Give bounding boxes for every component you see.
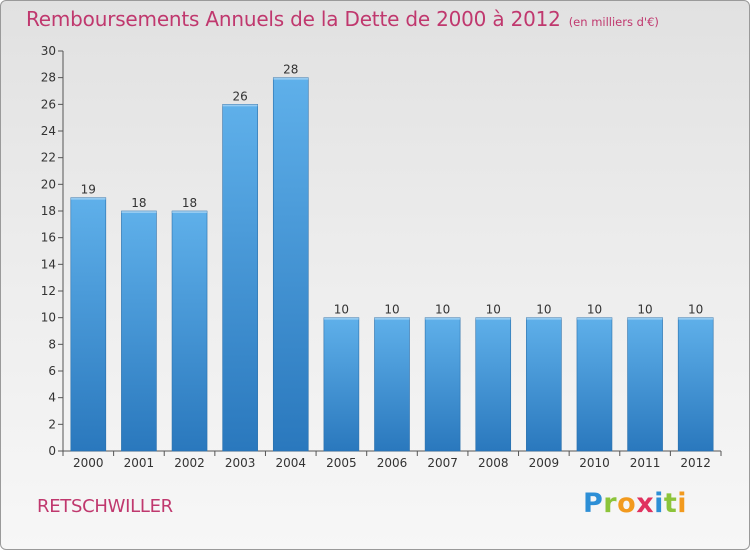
bar-2001 [121,210,157,452]
bar-highlight [273,77,309,80]
y-tick-label: 24 [41,124,56,138]
y-tick-label: 14 [41,257,56,271]
bar-2000 [70,197,107,452]
x-tick-label-2009: 2009 [529,456,560,470]
y-tick-label: 2 [48,417,56,431]
data-label-2009: 10 [536,303,551,317]
bar-2006 [374,317,410,452]
data-label-2012: 10 [688,303,703,317]
data-label-2004: 28 [283,63,298,77]
data-label-2000: 19 [81,183,96,197]
commune-name: RETSCHWILLER [37,496,173,517]
data-label-2007: 10 [435,303,450,317]
bar-highlight [323,317,359,320]
chart-title-text: Remboursements Annuels de la Dette de 20… [26,7,561,31]
y-tick-label: 0 [48,444,56,458]
x-tick-label-2012: 2012 [680,456,711,470]
bar-2002 [171,210,208,452]
bar-highlight [70,197,106,200]
data-label-2002: 18 [182,196,197,210]
bar-2010 [576,317,613,452]
bar-highlight [374,317,410,320]
bar-2004 [272,77,309,452]
data-label-2006: 10 [384,303,399,317]
bar-highlight [576,317,612,320]
y-tick-label: 22 [41,151,56,165]
x-tick-label-2010: 2010 [579,456,610,470]
x-tick-label-2004: 2004 [275,456,306,470]
data-label-2005: 10 [334,303,349,317]
proxiti-logo: Proxiti [583,488,688,519]
y-tick-label: 18 [41,204,56,218]
bar-highlight [121,211,157,213]
bar-2011 [627,317,663,452]
bar-highlight [678,317,714,320]
data-label-2003: 26 [233,89,248,103]
x-tick-label-2002: 2002 [174,456,205,470]
bar-highlight [425,317,461,320]
chart-title: Remboursements Annuels de la Dette de 20… [26,7,659,31]
x-tick-label-2007: 2007 [427,456,458,470]
bar-highlight [222,104,258,107]
bar-highlight [526,317,562,320]
bar-highlight [172,211,208,213]
x-tick-label-2005: 2005 [326,456,357,470]
bar-2009 [526,317,562,452]
y-tick-label: 16 [41,231,56,245]
x-tick-label-2011: 2011 [630,456,661,470]
y-tick-label: 12 [41,284,56,298]
x-tick-label-2003: 2003 [225,456,256,470]
data-label-2011: 10 [637,303,652,317]
data-label-2010: 10 [587,303,602,317]
bar-2008 [475,317,512,452]
y-tick-label: 6 [48,364,56,378]
bar-2005 [323,317,360,452]
y-tick-label: 8 [48,337,56,351]
y-tick-label: 20 [41,177,56,191]
y-tick-label: 28 [41,71,56,85]
y-tick-label: 10 [41,311,56,325]
bar-2003 [222,104,258,452]
data-label-2001: 18 [131,196,146,210]
bar-highlight [627,317,663,320]
y-tick-label: 4 [48,391,56,405]
chart-unit-note: (en milliers d'€) [568,15,659,29]
bar-2007 [424,317,461,452]
y-tick-label: 30 [41,44,56,58]
x-tick-label-2008: 2008 [478,456,509,470]
data-label-2008: 10 [486,303,501,317]
bar-highlight [475,317,511,320]
x-tick-label-2000: 2000 [73,456,104,470]
x-tick-label-2001: 2001 [124,456,155,470]
y-tick-label: 26 [41,97,56,111]
x-tick-label-2006: 2006 [377,456,408,470]
bar-2012 [677,317,714,452]
